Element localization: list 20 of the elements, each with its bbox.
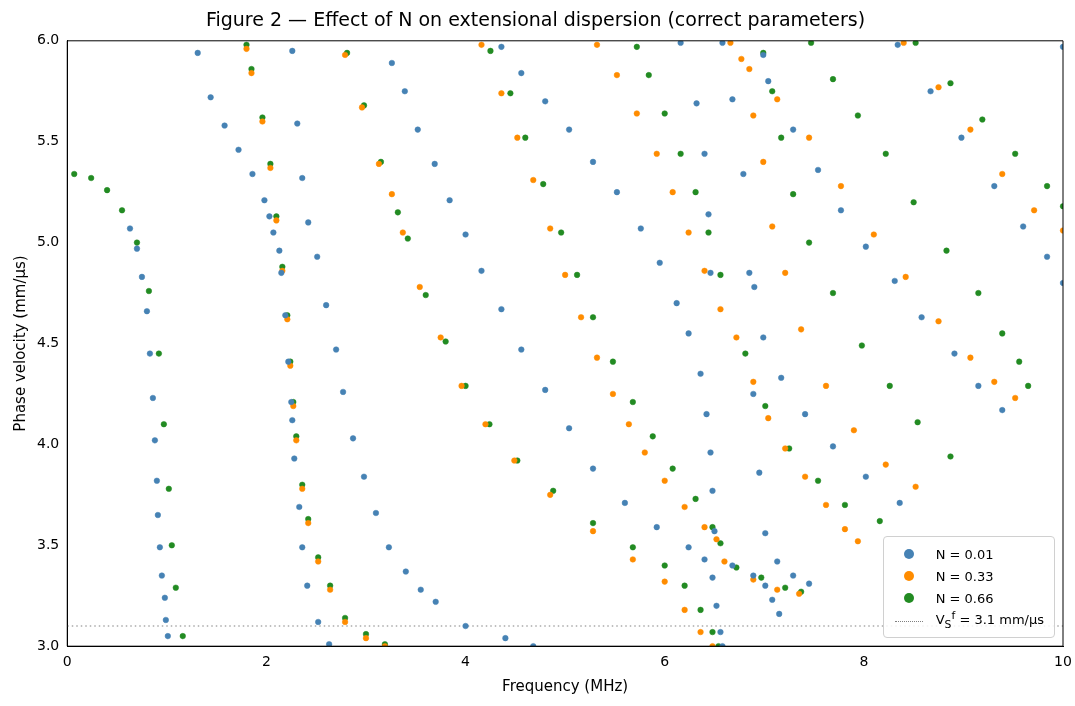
- legend-label: N = 0.66: [935, 590, 994, 606]
- y-tick-label: 3.5: [37, 535, 60, 552]
- legend-label: N = 0.33: [935, 568, 994, 584]
- x-tick-label: 4: [461, 653, 471, 670]
- y-axis-title: Phase velocity (mm/μs): [10, 255, 29, 432]
- x-tick-label: 10: [1054, 653, 1072, 670]
- x-tick-label: 6: [660, 653, 670, 670]
- y-tick-label: 4.0: [37, 435, 60, 452]
- y-tick-label: 4.5: [37, 334, 60, 351]
- x-tick-label: 8: [859, 653, 869, 670]
- y-tick-label: 5.5: [37, 132, 60, 149]
- x-tick-label: 0: [62, 653, 72, 670]
- ref-line-label: V$_{S}$$^{f}$ = 3.1 mm/μs: [935, 609, 1044, 632]
- x-axis-title: Frequency (MHz): [502, 676, 629, 695]
- y-tick-label: 3.0: [37, 636, 60, 653]
- y-tick-label: 6.0: [37, 31, 60, 48]
- legend-label: N = 0.01: [935, 546, 994, 562]
- x-tick-label: 2: [261, 653, 271, 670]
- y-tick-label: 5.0: [37, 233, 60, 250]
- chart-title: Figure 2 — Effect of N on extensional dispersion (correct parameters): [205, 8, 866, 31]
